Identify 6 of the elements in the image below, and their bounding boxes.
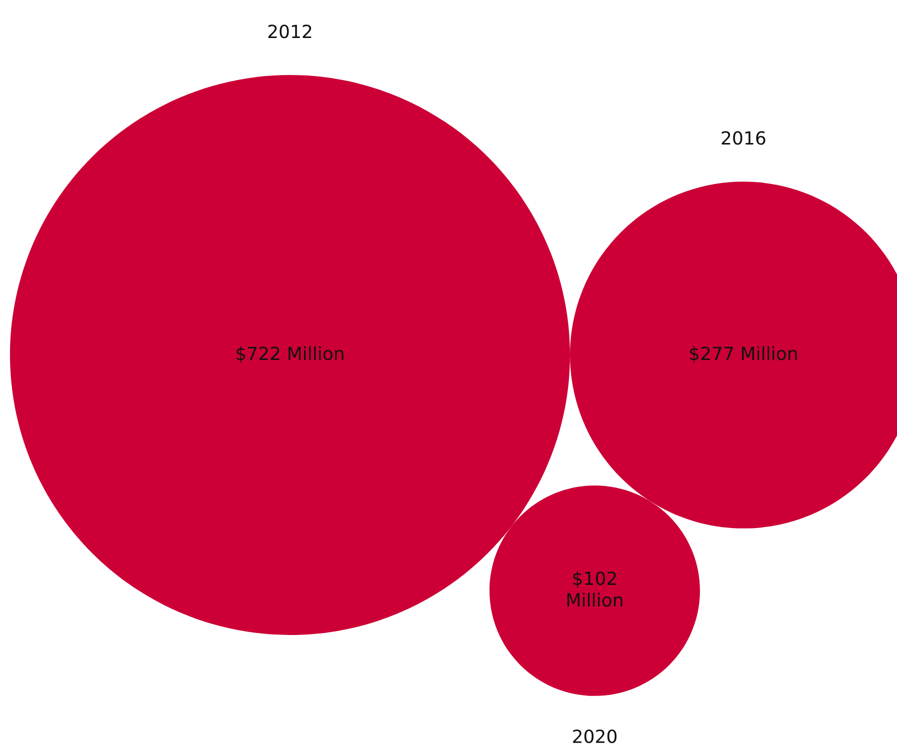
category-label: 2020 <box>573 730 617 744</box>
data-label: $722 Million <box>236 346 344 363</box>
data-label: $102 Million <box>567 571 622 607</box>
data-label: $277 Million <box>690 346 797 363</box>
category-label: 2012 <box>268 24 312 38</box>
category-label: 2016 <box>722 131 766 145</box>
